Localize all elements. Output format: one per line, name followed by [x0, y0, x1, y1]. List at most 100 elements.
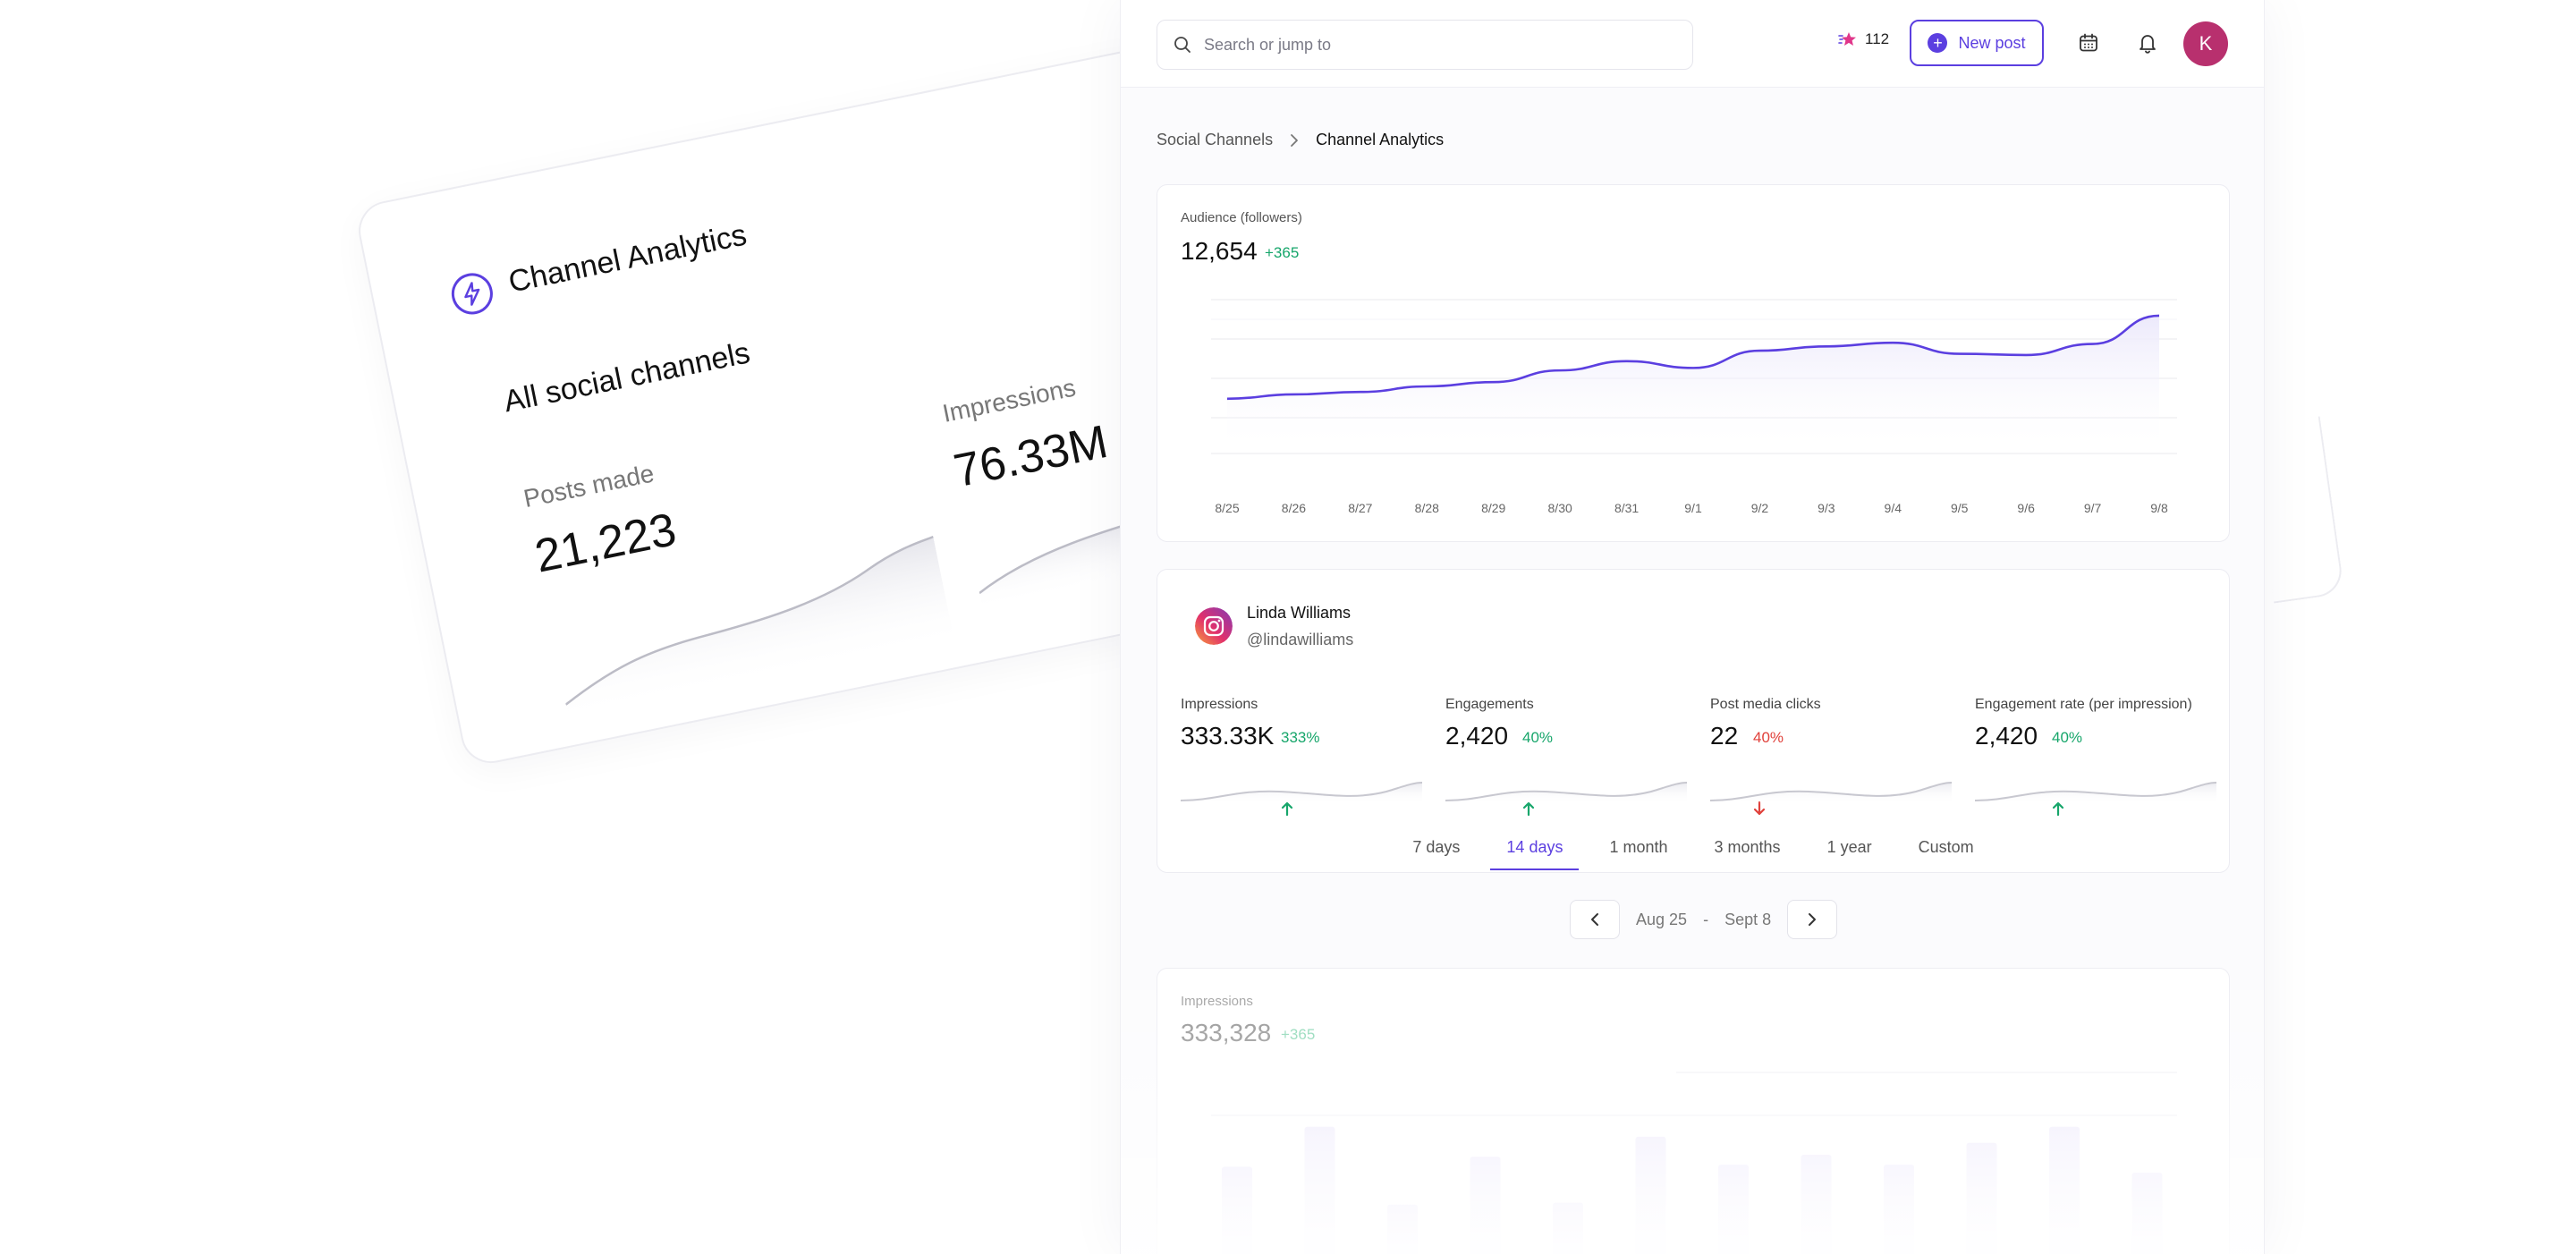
audience-value: 12,654: [1181, 237, 1258, 265]
metric-sparkline: [1975, 782, 2216, 804]
user-avatar[interactable]: K: [2183, 21, 2228, 66]
profile-handle: @lindawilliams: [1247, 631, 1354, 648]
date-range-end: Sept 8: [1724, 910, 1772, 928]
metric-delta-value: 40%: [1753, 729, 1784, 746]
x-tick-label: 9/4: [1885, 501, 1902, 515]
metric-impressions: Impressions 333.33K 333%: [1181, 697, 1422, 817]
metric-engagements: Engagements 2,420 40%: [1445, 697, 1687, 817]
next-range-button[interactable]: [1787, 900, 1838, 939]
impressions-card: Impressions 333,328 +365: [1157, 968, 2230, 1254]
metric-delta: 333%: [1281, 729, 1320, 817]
background-impressions-value: 76.33M: [949, 415, 1113, 498]
top-bar: 112 + New post K: [1121, 0, 2264, 88]
metric-delta-value: 40%: [2052, 729, 2083, 746]
notifications-button[interactable]: [2130, 25, 2165, 61]
profile-metrics-card: Linda Williams @lindawilliams Impression…: [1157, 569, 2230, 873]
x-tick-label: 8/30: [1548, 501, 1572, 515]
x-tick-label: 8/26: [1282, 501, 1306, 515]
background-impressions-label: Impressions: [940, 373, 1079, 428]
bar: [1470, 1157, 1501, 1254]
credits-count: 112: [1865, 30, 1890, 47]
search-icon: [1174, 37, 1191, 53]
bar: [1387, 1204, 1418, 1254]
series-area: [1227, 315, 2159, 453]
background-card-subtitle: All social channels: [501, 335, 753, 419]
metric-sparkline: [1445, 782, 1687, 804]
tab-custom[interactable]: Custom: [1918, 838, 1974, 856]
x-tick-label: 9/7: [2084, 501, 2102, 515]
tab-1-year[interactable]: 1 year: [1826, 838, 1872, 856]
date-range-start: Aug 25: [1636, 910, 1688, 928]
credits-counter[interactable]: 112: [1838, 30, 1889, 48]
app-panel: 112 + New post K Social Channels: [1120, 0, 2265, 1254]
audience-label: Audience (followers): [1181, 210, 1302, 225]
arrow-down-icon: [1753, 801, 1766, 816]
audience-delta: +365: [1265, 244, 1300, 261]
search-input[interactable]: [1204, 35, 1669, 55]
posts-made-label: Posts made: [521, 459, 657, 513]
metric-value: 2,420: [1975, 722, 2038, 750]
plus-icon: +: [1928, 33, 1948, 53]
tab-1-month[interactable]: 1 month: [1609, 838, 1668, 856]
tab-7-days[interactable]: 7 days: [1412, 838, 1461, 856]
metric-label: Impressions: [1181, 697, 1258, 712]
x-tick-label: 8/25: [1215, 501, 1239, 515]
metric-label: Engagement rate (per impression): [1975, 697, 2192, 712]
metric-engagement-rate: Engagement rate (per impression) 2,420 4…: [1975, 697, 2216, 817]
bar: [1553, 1202, 1583, 1254]
bar: [1635, 1136, 1666, 1254]
bar: [2049, 1126, 2080, 1254]
metric-sparkline: [1181, 782, 1422, 804]
bell-icon: [2140, 35, 2156, 54]
x-tick-label: 9/5: [1951, 501, 1969, 515]
x-tick-label: 9/6: [2017, 501, 2035, 515]
bar: [1222, 1166, 1252, 1254]
bar: [1884, 1165, 1914, 1254]
sparkle-star-icon: [1838, 32, 1856, 46]
tab-3-months[interactable]: 3 months: [1714, 838, 1781, 856]
date-range-separator: -: [1703, 910, 1709, 928]
x-tick-label: 9/8: [2150, 501, 2168, 515]
background-card-title: Channel Analytics: [505, 217, 750, 300]
previous-range-button[interactable]: [1570, 900, 1620, 939]
breadcrumb-social-channels[interactable]: Social Channels: [1157, 131, 1274, 148]
bar: [1304, 1126, 1335, 1254]
x-tick-label: 8/29: [1481, 501, 1505, 515]
metric-post-media-clicks: Post media clicks 22 40%: [1710, 697, 1952, 816]
bar: [1801, 1155, 1832, 1254]
profile-name: Linda Williams: [1247, 604, 1352, 622]
metric-delta-value: 40%: [1522, 729, 1554, 746]
audience-line-chart: 8/25 8/26 8/27 8/28 8/29 8/30 8/31 9/1 9/2 9/3 9/4…: [1211, 299, 2177, 515]
bar: [1966, 1142, 1997, 1254]
impressions-bar-chart: [1211, 1072, 2177, 1254]
breadcrumb-current: Channel Analytics: [1316, 131, 1445, 148]
bar: [2131, 1173, 2163, 1254]
tab-14-days[interactable]: 14 days: [1490, 831, 1580, 870]
search-box[interactable]: [1157, 20, 1693, 70]
metric-value: 333.33K: [1181, 722, 1275, 750]
calendar-icon: [2080, 33, 2097, 52]
bolt-logo-icon: [447, 269, 497, 318]
breadcrumb: Social Channels Channel Analytics: [1157, 131, 1444, 149]
calendar-button[interactable]: [2071, 25, 2106, 61]
x-tick-label: 8/27: [1348, 501, 1372, 515]
bar: [1718, 1165, 1749, 1254]
metric-delta: 40%: [1753, 729, 1784, 816]
x-tick-label: 8/31: [1614, 501, 1639, 515]
x-tick-label: 9/3: [1818, 501, 1835, 515]
instagram-icon: [1195, 607, 1233, 645]
x-tick-label: 9/2: [1751, 501, 1769, 515]
metric-value: 2,420: [1445, 722, 1509, 750]
series-line: [1226, 314, 2160, 401]
metric-label: Post media clicks: [1710, 697, 1821, 712]
x-tick-label: 9/1: [1684, 501, 1702, 515]
posts-made-value: 21,223: [530, 504, 681, 583]
new-post-button[interactable]: + New post: [1910, 20, 2044, 66]
new-post-label: New post: [1958, 33, 2026, 52]
date-range-navigator: Aug 25 - Sept 8: [1570, 900, 1838, 939]
metric-value: 22: [1710, 722, 1739, 750]
metric-delta-value: 333%: [1281, 729, 1320, 746]
x-tick-label: 8/28: [1415, 501, 1439, 515]
chevron-right-icon: [1809, 913, 1817, 926]
chevron-left-icon: [1591, 913, 1598, 926]
